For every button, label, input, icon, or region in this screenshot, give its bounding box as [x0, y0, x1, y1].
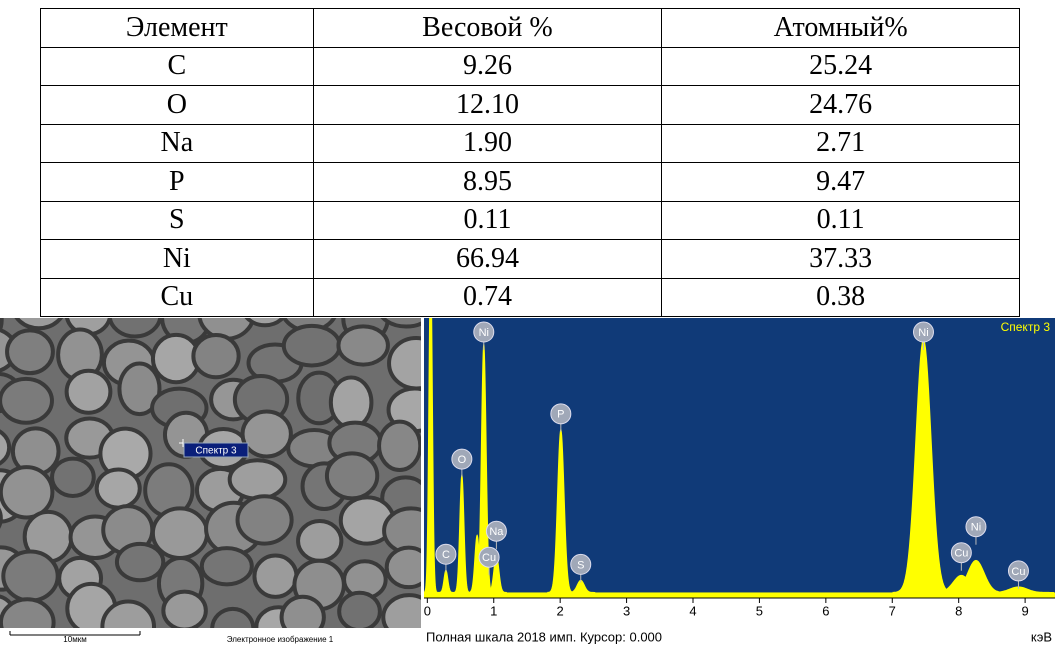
grain [102, 602, 154, 648]
cell: Весовой % [313, 9, 662, 48]
grain [339, 593, 380, 630]
x-tick-label: 7 [889, 603, 896, 618]
grain [379, 422, 420, 470]
grain [193, 335, 238, 377]
cell: S [41, 201, 314, 240]
grain [282, 597, 324, 638]
grain [254, 556, 296, 597]
grain [0, 379, 52, 423]
cell: 0.11 [313, 201, 662, 240]
grain [153, 508, 207, 558]
grain [331, 377, 372, 427]
marker-label: Спектр 3 [195, 446, 237, 457]
x-tick-label: 8 [955, 603, 962, 618]
cell: 24.76 [662, 86, 1020, 125]
grain [117, 544, 163, 580]
figure: Спектр 3 10мкм Электронное изображение 1… [0, 318, 1055, 648]
grain [230, 460, 286, 498]
peak-label: Ni [971, 522, 981, 534]
peak-label: Cu [1011, 566, 1025, 578]
x-tick-label: 1 [490, 603, 497, 618]
cell: Ni [41, 240, 314, 279]
grain [338, 326, 387, 364]
spectrum-legend: Спектр 3 [1001, 320, 1051, 334]
x-tick-label: 5 [756, 603, 763, 618]
grain [202, 548, 252, 584]
x-tick-label: 0 [424, 603, 431, 618]
cell: 9.47 [662, 163, 1020, 202]
grain [163, 592, 205, 630]
peak-label: Ni [479, 327, 489, 339]
peak-label: Cu [482, 552, 496, 564]
x-tick-label: 3 [623, 603, 630, 618]
scale-label: 10мкм [63, 635, 86, 644]
grain [298, 521, 341, 561]
grain [243, 411, 291, 456]
cell: 12.10 [313, 86, 662, 125]
cell: 1.90 [313, 124, 662, 163]
x-tick-label: 2 [557, 603, 564, 618]
x-tick-label: 9 [1021, 603, 1028, 618]
grain [1, 467, 53, 517]
peak-label: Cu [954, 548, 968, 560]
cell: 0.38 [662, 278, 1020, 317]
cell: O [41, 86, 314, 125]
peak-label: C [442, 549, 450, 561]
grain [52, 459, 94, 496]
cell: Атомный% [662, 9, 1020, 48]
grain [7, 330, 53, 373]
cell: 25.24 [662, 47, 1020, 86]
cell: 8.95 [313, 163, 662, 202]
cell: P [41, 163, 314, 202]
peak-label: P [557, 409, 564, 421]
unit-label: кэВ [1031, 629, 1052, 644]
image-caption: Электронное изображение 1 [227, 635, 334, 644]
grain [1, 599, 54, 646]
cell: Элемент [41, 9, 314, 48]
peak-label: Ni [918, 327, 928, 339]
cell: Na [41, 124, 314, 163]
peak-label: O [458, 454, 467, 466]
cell: 66.94 [313, 240, 662, 279]
row: Ni66.9437.33 [41, 240, 1020, 279]
grain [67, 371, 111, 413]
peak-label: S [577, 559, 584, 571]
page: {"table": {"header": ["Элемент", "Весово… [0, 0, 1055, 648]
cell: Cu [41, 278, 314, 317]
cell: 2.71 [662, 124, 1020, 163]
cell: 9.26 [313, 47, 662, 86]
grain [238, 496, 292, 543]
x-tick-label: 6 [822, 603, 829, 618]
status-bar: Полная шкала 2018 имп. Курсор: 0.000 [426, 629, 662, 644]
grain [327, 453, 377, 498]
cell: 0.11 [662, 201, 1020, 240]
grain [97, 469, 140, 507]
peak-label: Na [489, 526, 504, 538]
cell: C [41, 47, 314, 86]
x-tick-label: 4 [689, 603, 696, 618]
grain [284, 326, 340, 366]
grain [3, 552, 57, 601]
cell: 0.74 [313, 278, 662, 317]
cell: 37.33 [662, 240, 1020, 279]
